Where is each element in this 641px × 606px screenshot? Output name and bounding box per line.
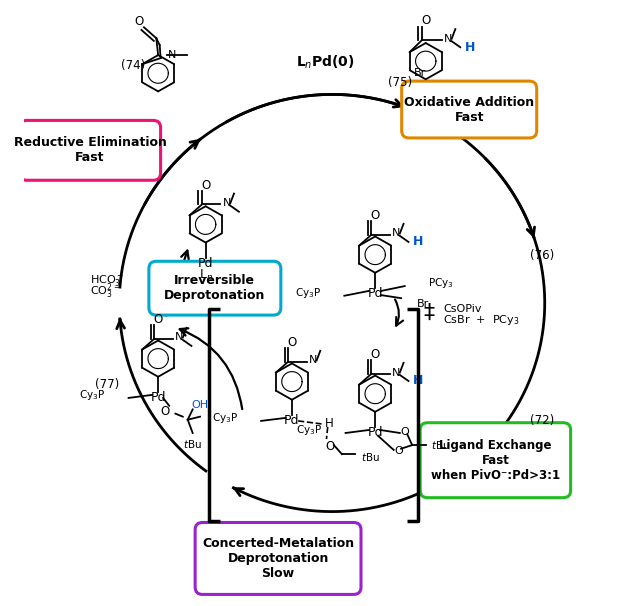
- Text: L$_n$Pd(0): L$_n$Pd(0): [297, 54, 355, 71]
- Text: PCy$_3$: PCy$_3$: [428, 276, 453, 290]
- Text: (74): (74): [121, 59, 146, 72]
- Text: Oxidative Addition
Fast: Oxidative Addition Fast: [404, 96, 534, 124]
- Text: CO$_3^{2-}$: CO$_3^{2-}$: [90, 281, 121, 301]
- Text: OH: OH: [192, 400, 208, 410]
- FancyBboxPatch shape: [149, 261, 281, 315]
- Text: Concerted-Metalation
Deprotonation
Slow: Concerted-Metalation Deprotonation Slow: [202, 537, 354, 580]
- Text: (77): (77): [95, 378, 119, 391]
- FancyBboxPatch shape: [402, 81, 537, 138]
- Text: N: N: [167, 50, 176, 60]
- Text: (72): (72): [529, 415, 554, 427]
- Text: Ligand Exchange
Fast
when PivO⁻:Pd>3:1: Ligand Exchange Fast when PivO⁻:Pd>3:1: [431, 439, 560, 482]
- Text: Cy$_3$P: Cy$_3$P: [79, 388, 106, 402]
- Text: Irreversible
Deprotonation: Irreversible Deprotonation: [164, 274, 265, 302]
- Text: Reductive Elimination
Fast: Reductive Elimination Fast: [13, 136, 167, 164]
- Text: Pd: Pd: [198, 257, 213, 270]
- Text: L$_n$: L$_n$: [199, 268, 213, 284]
- FancyBboxPatch shape: [195, 522, 361, 594]
- Text: HCO$_3^-$: HCO$_3^-$: [90, 273, 124, 287]
- FancyBboxPatch shape: [19, 121, 161, 180]
- Text: O: O: [201, 179, 210, 191]
- Text: O: O: [287, 336, 297, 349]
- Text: ‡: ‡: [424, 303, 435, 323]
- Text: Cy$_3$P: Cy$_3$P: [297, 423, 323, 437]
- Text: O: O: [421, 14, 430, 27]
- Text: CsBr  +  PCy$_3$: CsBr + PCy$_3$: [443, 313, 520, 327]
- Text: Br: Br: [413, 68, 426, 78]
- Text: H: H: [324, 418, 333, 430]
- Text: N: N: [444, 34, 452, 44]
- Text: Pd: Pd: [284, 415, 300, 427]
- Text: O: O: [370, 209, 380, 222]
- Text: (76): (76): [529, 249, 554, 262]
- Text: H: H: [465, 41, 476, 54]
- Text: N: N: [222, 198, 231, 208]
- FancyBboxPatch shape: [420, 423, 570, 498]
- Text: N: N: [392, 367, 401, 378]
- Text: H: H: [413, 375, 424, 387]
- Text: (75): (75): [388, 76, 412, 89]
- Text: O: O: [154, 313, 163, 326]
- Text: $t$Bu: $t$Bu: [431, 439, 450, 451]
- Text: Pd: Pd: [151, 391, 166, 404]
- Text: Br: Br: [417, 299, 429, 309]
- Text: $t$Bu: $t$Bu: [183, 438, 202, 450]
- Text: N: N: [392, 228, 401, 239]
- Text: O: O: [160, 405, 169, 418]
- Text: H: H: [413, 236, 424, 248]
- Text: $t$Bu: $t$Bu: [361, 451, 379, 463]
- Text: CsOPiv: CsOPiv: [443, 304, 481, 314]
- Text: O: O: [394, 446, 403, 456]
- Text: Cy$_3$P: Cy$_3$P: [212, 411, 238, 425]
- Text: O: O: [401, 427, 409, 437]
- Text: Pd: Pd: [367, 427, 383, 439]
- Text: N: N: [175, 333, 183, 342]
- Text: O: O: [325, 441, 334, 453]
- Text: Pd: Pd: [367, 287, 383, 301]
- Text: Cy$_3$P: Cy$_3$P: [296, 285, 322, 300]
- Text: O: O: [370, 348, 380, 361]
- Text: N: N: [309, 356, 317, 365]
- Text: O: O: [135, 15, 144, 28]
